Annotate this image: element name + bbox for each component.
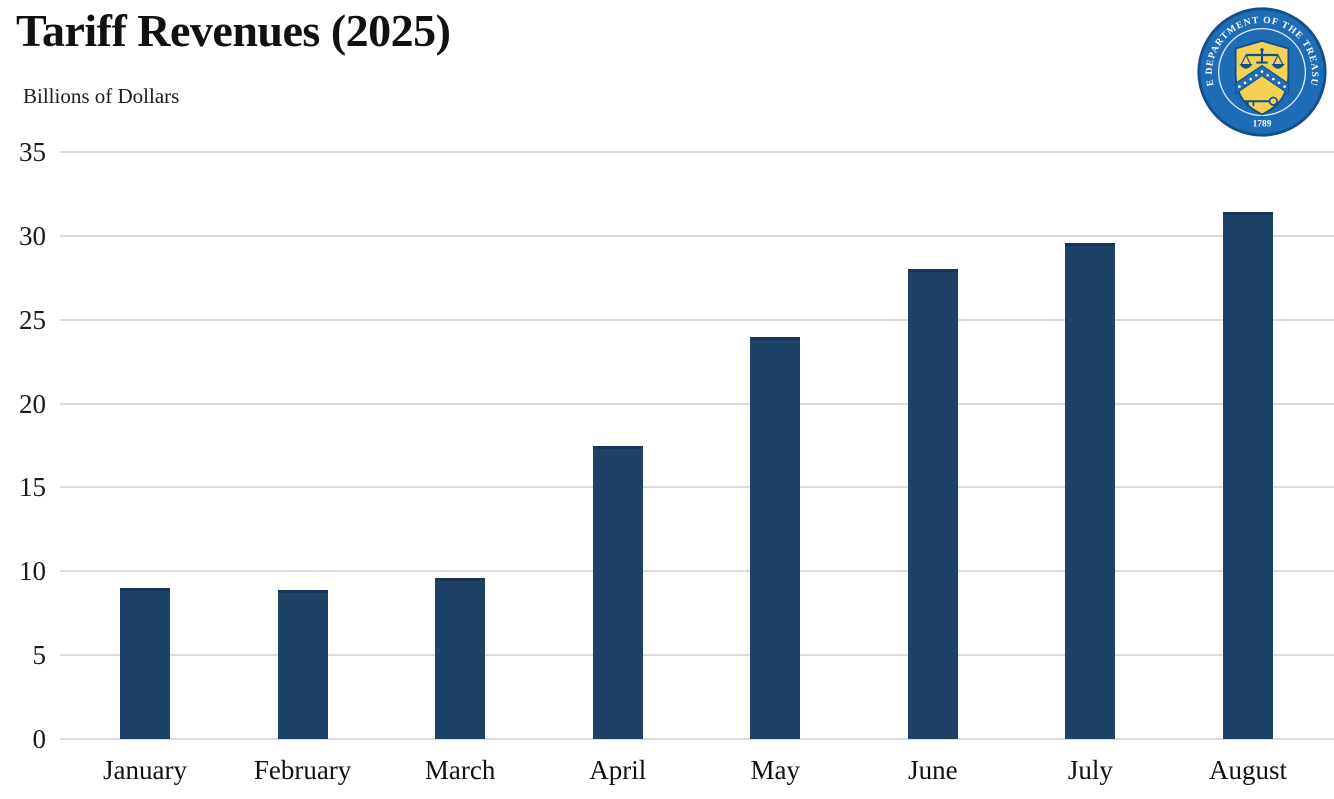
- bar-february: [277, 589, 328, 739]
- bar-january: [120, 588, 170, 739]
- gridline-10: [60, 570, 1334, 573]
- gridline-35: [60, 151, 1334, 153]
- bar-chart-plot-area: [60, 151, 1334, 740]
- bar-may: [750, 336, 801, 739]
- bar-april: [592, 445, 643, 739]
- bar-march: [435, 578, 486, 739]
- bar-june: [907, 269, 958, 739]
- x-axis-label-july: July: [1067, 755, 1113, 785]
- scales-of-justice-icon: [1239, 48, 1285, 69]
- y-axis-tick-label-15: 15: [19, 472, 46, 503]
- y-axis-tick-label-35: 35: [19, 137, 46, 167]
- x-axis-label-march: March: [424, 755, 496, 785]
- gridline-0: [60, 738, 1334, 740]
- gridline-30: [60, 234, 1334, 237]
- seal-founding-year: 1789: [1253, 120, 1272, 130]
- gridline-5: [60, 654, 1334, 657]
- x-axis-label-june: June: [908, 755, 958, 785]
- y-axis-tick-label-25: 25: [19, 304, 46, 335]
- chevron-with-stars: [1235, 64, 1289, 95]
- treasury-seal-icon: THE DEPARTMENT OF THE TREASURY: [1196, 6, 1327, 137]
- y-axis-tick-label-5: 5: [32, 640, 47, 671]
- x-axis-label-may: May: [750, 755, 801, 785]
- x-axis-label-february: February: [253, 755, 352, 785]
- gridline-15: [60, 486, 1334, 489]
- gridline-20: [60, 402, 1334, 405]
- x-axis-label-april: April: [589, 755, 647, 785]
- gridline-25: [60, 318, 1334, 321]
- chart-title: Tariff Revenues (2025): [16, 5, 451, 56]
- x-axis-label-august: August: [1208, 755, 1287, 785]
- treasury-key-icon: [1245, 96, 1278, 107]
- seal-shield: [1234, 39, 1290, 116]
- bar-august: [1222, 212, 1273, 739]
- y-axis-tick-label-0: 0: [32, 724, 47, 754]
- y-axis-tick-label-20: 20: [19, 388, 46, 419]
- x-axis-label-january: January: [103, 755, 187, 785]
- y-axis-tick-label-30: 30: [19, 220, 46, 251]
- y-axis-units-label: Billions of Dollars: [23, 84, 180, 108]
- bar-july: [1065, 242, 1116, 739]
- y-axis-tick-label-10: 10: [19, 556, 46, 587]
